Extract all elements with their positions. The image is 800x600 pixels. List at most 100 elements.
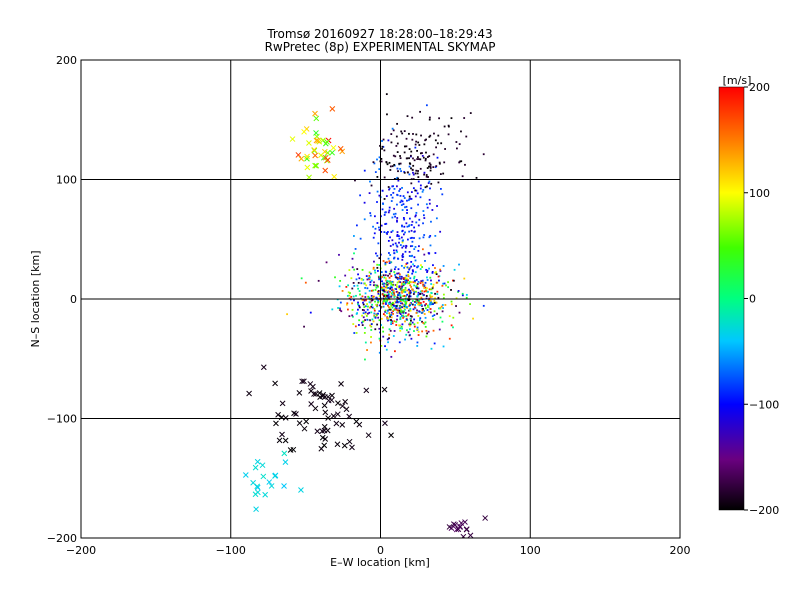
data-point-dot bbox=[457, 290, 460, 292]
data-point-dot bbox=[391, 306, 394, 309]
data-point-dot bbox=[460, 130, 462, 133]
data-point-dot bbox=[352, 315, 354, 318]
data-point-dot bbox=[357, 273, 359, 276]
data-point-dot bbox=[396, 194, 399, 197]
data-point-dot bbox=[384, 309, 387, 312]
chart-subtitle: RwPretec (8p) EXPERIMENTAL SKYMAP bbox=[265, 40, 496, 54]
data-point-dot bbox=[392, 301, 394, 304]
data-point-dot bbox=[404, 246, 407, 249]
data-point-dot bbox=[358, 304, 360, 307]
data-point-dot bbox=[432, 285, 434, 288]
data-point-dot bbox=[381, 145, 384, 148]
data-point-dot bbox=[363, 306, 366, 308]
data-point-dot bbox=[390, 294, 393, 297]
data-point-dot bbox=[376, 284, 378, 287]
data-point-dot bbox=[452, 326, 454, 329]
data-point-dot bbox=[393, 308, 396, 311]
data-point-dot bbox=[418, 302, 421, 304]
data-point-dot bbox=[425, 335, 428, 338]
data-point-dot bbox=[355, 332, 358, 334]
data-point-dot bbox=[398, 324, 401, 327]
data-point-dot bbox=[351, 302, 353, 305]
data-point-dot bbox=[358, 277, 361, 280]
data-point-dot bbox=[421, 290, 424, 292]
data-point-dot bbox=[392, 335, 395, 337]
data-point-dot bbox=[416, 345, 419, 347]
data-point-dot bbox=[374, 316, 377, 319]
data-point-dot bbox=[423, 294, 425, 296]
data-point-x bbox=[281, 450, 288, 457]
data-point-dot bbox=[385, 161, 388, 164]
data-point-dot bbox=[424, 304, 426, 307]
y-tick-label: 100 bbox=[56, 174, 77, 187]
data-point-dot bbox=[423, 322, 426, 325]
data-point-dot bbox=[409, 309, 412, 312]
data-point-dot bbox=[429, 300, 431, 303]
data-point-x bbox=[337, 145, 344, 152]
data-point-dot bbox=[403, 218, 406, 221]
data-point-dot bbox=[390, 314, 393, 316]
data-point-dot bbox=[418, 319, 421, 321]
data-point-x bbox=[272, 380, 278, 387]
data-point-dot bbox=[399, 155, 401, 157]
data-point-dot bbox=[438, 279, 440, 282]
data-point-dot bbox=[414, 301, 416, 303]
data-point-dot bbox=[407, 271, 410, 273]
data-point-dot bbox=[373, 315, 376, 318]
data-point-dot bbox=[392, 310, 395, 313]
data-point-dot bbox=[378, 351, 381, 354]
data-point-dot bbox=[414, 304, 417, 306]
data-point-dot bbox=[374, 227, 377, 230]
data-point-dot bbox=[355, 224, 358, 227]
data-point-dot bbox=[436, 290, 439, 293]
data-point-dot bbox=[401, 311, 404, 314]
data-point-dot bbox=[376, 266, 379, 269]
data-point-dot bbox=[396, 151, 399, 153]
data-point-x bbox=[322, 394, 328, 400]
data-point-dot bbox=[399, 300, 402, 302]
data-point-dot bbox=[410, 224, 413, 226]
data-point-dot bbox=[409, 290, 412, 292]
data-point-dot bbox=[360, 298, 363, 301]
x-tick-label: 200 bbox=[670, 544, 691, 557]
data-point-dot bbox=[404, 287, 407, 289]
data-point-dot bbox=[400, 314, 403, 317]
data-point-dot bbox=[353, 252, 355, 255]
data-point-dot bbox=[396, 203, 398, 206]
data-point-dot bbox=[402, 315, 405, 318]
data-point-dot bbox=[408, 225, 410, 228]
data-point-dot bbox=[420, 280, 423, 283]
data-point-dot bbox=[382, 289, 385, 292]
data-point-dot bbox=[388, 333, 391, 336]
data-point-x bbox=[296, 390, 303, 396]
data-point-dot bbox=[396, 251, 399, 253]
data-point-dot bbox=[408, 292, 410, 295]
data-point-x bbox=[311, 147, 318, 153]
data-point-dot bbox=[372, 266, 375, 269]
data-point-dot bbox=[388, 252, 390, 254]
data-point-dot bbox=[350, 277, 353, 280]
data-point-dot bbox=[363, 332, 366, 334]
data-point-x bbox=[335, 400, 341, 406]
data-point-dot bbox=[429, 167, 432, 169]
data-point-x bbox=[260, 364, 267, 371]
data-point-dot bbox=[387, 297, 390, 300]
data-point-dot bbox=[399, 277, 401, 280]
data-point-dot bbox=[412, 164, 415, 167]
data-point-dot bbox=[369, 298, 371, 301]
data-point-dot bbox=[377, 284, 379, 287]
data-point-dot bbox=[423, 173, 426, 176]
data-point-dot bbox=[404, 265, 407, 268]
data-point-dot bbox=[370, 323, 373, 326]
data-point-dot bbox=[445, 284, 447, 287]
data-point-dot bbox=[389, 307, 392, 310]
data-point-dot bbox=[416, 287, 418, 289]
data-point-x bbox=[382, 420, 388, 427]
data-point-dot bbox=[414, 215, 417, 218]
data-point-dot bbox=[366, 308, 369, 311]
data-point-dot bbox=[409, 295, 412, 298]
data-point-x bbox=[252, 464, 259, 471]
data-point-dot bbox=[393, 296, 396, 298]
data-point-dot bbox=[421, 248, 424, 251]
data-point-dot bbox=[402, 299, 405, 302]
